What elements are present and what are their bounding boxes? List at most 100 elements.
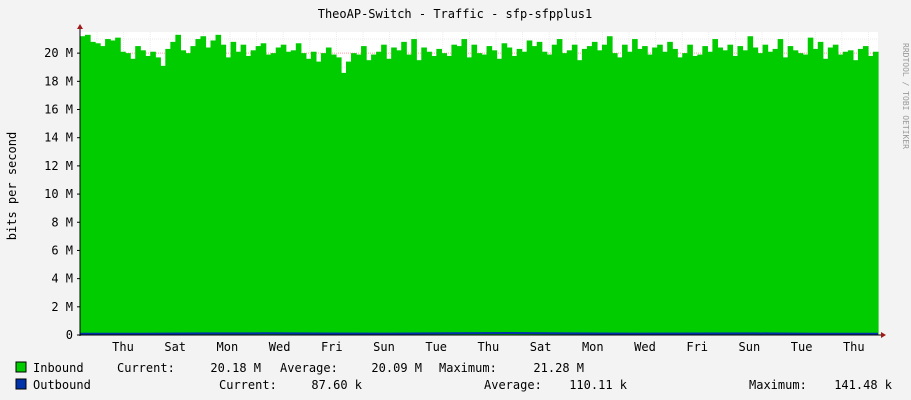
inbound-area-segment <box>250 50 257 335</box>
inbound-area-segment <box>516 48 523 335</box>
legend-outbound-maximum-label: Maximum: <box>749 378 807 392</box>
inbound-area-segment <box>200 36 207 335</box>
inbound-area-segment <box>421 47 427 335</box>
inbound-area-segment <box>381 44 387 336</box>
inbound-area-segment <box>862 46 869 336</box>
inbound-area-segment <box>632 39 638 336</box>
inbound-area-segment <box>335 57 342 336</box>
y-tick-label: 14 M <box>44 131 73 145</box>
inbound-area-segment <box>245 55 252 336</box>
inbound-area-segment <box>872 51 879 335</box>
inbound-area-segment <box>220 44 227 336</box>
inbound-area-segment <box>471 44 478 336</box>
x-tick-label: Sun <box>373 340 395 354</box>
inbound-area-segment <box>596 50 603 335</box>
legend-outbound-swatch <box>15 378 27 390</box>
inbound-area-segment <box>80 36 86 335</box>
y-tick-label: 2 M <box>51 300 73 314</box>
inbound-area-segment <box>832 44 839 336</box>
inbound-area-segment <box>90 41 96 336</box>
inbound-area-segment <box>561 53 568 335</box>
inbound-area-segment <box>677 57 683 336</box>
inbound-area-segment <box>852 60 859 335</box>
inbound-area-segment <box>275 47 282 335</box>
x-tick-label: Thu <box>843 340 865 354</box>
inbound-area-segment <box>847 50 854 335</box>
inbound-area-segment <box>511 55 518 336</box>
inbound-area-segment <box>787 46 794 336</box>
y-tick-label: 10 M <box>44 187 73 201</box>
inbound-area-segment <box>807 37 814 335</box>
inbound-area-segment <box>792 50 799 335</box>
inbound-area-segment <box>627 51 633 335</box>
inbound-area-segment <box>606 36 613 335</box>
inbound-area-segment <box>361 46 367 336</box>
inbound-area-segment <box>356 54 362 336</box>
inbound-area-segment <box>346 61 352 335</box>
inbound-area-segment <box>556 39 563 336</box>
inbound-area-segment <box>692 55 698 336</box>
inbound-area-segment <box>185 53 192 335</box>
inbound-area-segment <box>441 53 447 335</box>
inbound-area-segment <box>180 50 186 335</box>
inbound-area-segment <box>255 46 262 336</box>
inbound-area-segment <box>150 51 156 335</box>
inbound-area-segment <box>320 53 327 335</box>
y-tick-label: 8 M <box>51 215 73 229</box>
inbound-area-segment <box>145 55 151 336</box>
inbound-area-segment <box>325 47 332 335</box>
inbound-area-segment <box>837 54 844 336</box>
inbound-area-segment <box>541 51 548 335</box>
inbound-area-segment <box>531 46 538 336</box>
inbound-area-segment <box>315 61 322 335</box>
inbound-area-segment <box>165 48 171 335</box>
inbound-area-segment <box>436 48 442 335</box>
legend-outbound: Outbound Current: 87.60 k Average: 110.1… <box>15 378 893 392</box>
inbound-area-segment <box>120 51 126 335</box>
inbound-area-segment <box>757 53 764 335</box>
inbound-area-segment <box>476 53 483 335</box>
inbound-area-segment <box>190 46 197 336</box>
y-tick-label: 4 M <box>51 272 73 286</box>
inbound-area-segment <box>566 50 573 335</box>
inbound-area-segment <box>827 47 834 335</box>
axis-layer: 0 2 M 4 M 6 M 8 M 10 M 12 M 14 M 16 M 18 M 20 M Thu… <box>44 24 886 354</box>
legend-inbound-average-value: 20.09 M <box>371 361 422 375</box>
inbound-area-segment <box>777 39 784 336</box>
x-tick-label: Mon <box>582 340 604 354</box>
x-tick-label: Sat <box>164 340 186 354</box>
inbound-area-segment <box>260 43 267 336</box>
inbound-area-segment <box>576 60 583 335</box>
y-tick-label: 12 M <box>44 159 73 173</box>
inbound-area-segment <box>351 53 357 335</box>
inbound-area-segment <box>501 43 508 336</box>
inbound-area-segment <box>285 51 292 335</box>
x-tick-label: Thu <box>112 340 134 354</box>
y-tick-label: 20 M <box>44 46 73 60</box>
inbound-area-segment <box>466 57 473 336</box>
inbound-area-segment <box>521 51 528 335</box>
legend-inbound-name: Inbound <box>33 361 84 375</box>
inbound-area-segment <box>622 44 628 336</box>
legend-outbound-current-label: Current: <box>219 378 277 392</box>
inbound-area-segment <box>782 57 789 336</box>
inbound-area-segment <box>642 46 648 336</box>
inbound-area-segment <box>205 47 212 335</box>
x-tick-label: Mon <box>217 340 239 354</box>
inbound-area-segment <box>270 53 277 335</box>
inbound-area-segment <box>431 55 437 336</box>
inbound-area-segment <box>551 44 558 336</box>
inbound-area-segment <box>581 48 588 335</box>
inbound-area-segment <box>386 58 392 335</box>
inbound-area-segment <box>662 51 668 335</box>
x-axis-arrow <box>881 332 886 338</box>
inbound-area-segment <box>170 41 176 336</box>
y-axis-label: bits per second <box>5 132 19 240</box>
inbound-area-segment <box>647 54 653 336</box>
inbound-area-segment <box>295 43 302 336</box>
legend-outbound-average-label: Average: <box>484 378 542 392</box>
inbound-area-segment <box>822 58 829 335</box>
inbound-area-segment <box>391 47 397 335</box>
inbound-area-segment <box>737 46 744 336</box>
legend-outbound-average-value: 110.11 k <box>569 378 628 392</box>
